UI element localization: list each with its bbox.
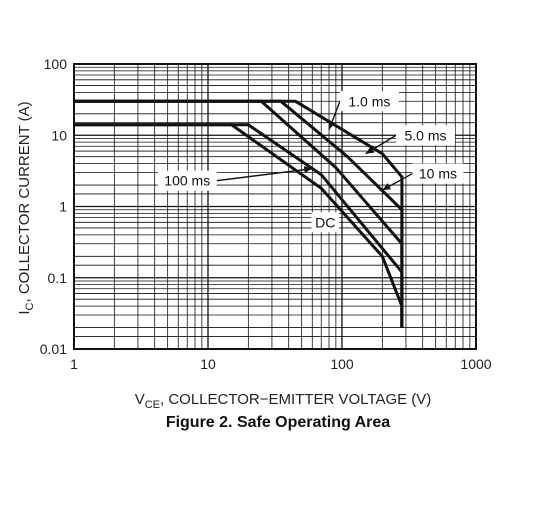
annotation-leader [216,167,313,182]
y-tick-label: 1 [59,199,67,215]
y-tick-label: 0.1 [48,270,68,286]
series-lines [74,99,404,328]
annotation-label-bg [311,212,340,233]
plot-frame [73,63,477,350]
annotation-arrowhead [303,166,313,174]
y-tick-label: 100 [44,56,68,72]
y-tick-label: 10 [51,127,67,143]
y-tick-label: 0.01 [40,341,67,357]
annotation-arrowhead [382,183,392,191]
x-tick-label: 1 [70,356,78,372]
annotation-label-bg [157,170,217,191]
annotation-label: DC [315,214,335,230]
annotation-label-bg [396,125,455,146]
annotation-leaders [216,101,413,191]
x-tick-labels: 1 10 100 1000 [70,356,492,372]
annotation-arrowhead [365,146,375,154]
annotation-labels: 1.0 ms 5.0 ms 10 ms 100 ms DC [157,91,464,233]
annotation-label: 100 ms [164,173,210,189]
x-tick-label: 1000 [460,356,491,372]
annotation-label-bg [412,163,464,184]
y-tick-labels: 0.01 0.1 1 10 100 [40,56,67,357]
annotation-arrowhead [328,120,336,130]
y-axis-title: IC, COLLECTOR CURRENT (A) [16,101,36,314]
annotation-label-bg [339,91,399,112]
series-line [74,123,404,328]
x-tick-label: 10 [200,356,216,372]
figure-caption: Figure 2. Safe Operating Area [165,414,391,431]
series-line [74,123,404,328]
x-axis-title: VCE, COLLECTOR−EMITTER VOLTAGE (V) [135,391,432,411]
annotation-label: 5.0 ms [405,127,447,143]
x-tick-label: 100 [330,356,354,372]
annotation-label: 10 ms [419,166,457,182]
annotation-label: 1.0 ms [348,93,390,109]
